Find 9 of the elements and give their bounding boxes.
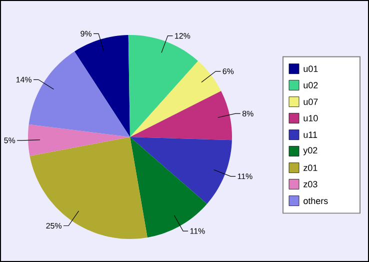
legend-label: u10: [304, 115, 318, 122]
legend-label: u01: [304, 66, 318, 72]
legend-label: u02: [304, 82, 318, 88]
legend-label: z01: [304, 164, 318, 171]
legend-label: u11: [304, 132, 318, 138]
legend-label: y02: [303, 147, 318, 156]
legend-label: others: [304, 197, 328, 204]
legend-label: u07: [304, 98, 318, 105]
legend-label: z03: [304, 181, 318, 188]
